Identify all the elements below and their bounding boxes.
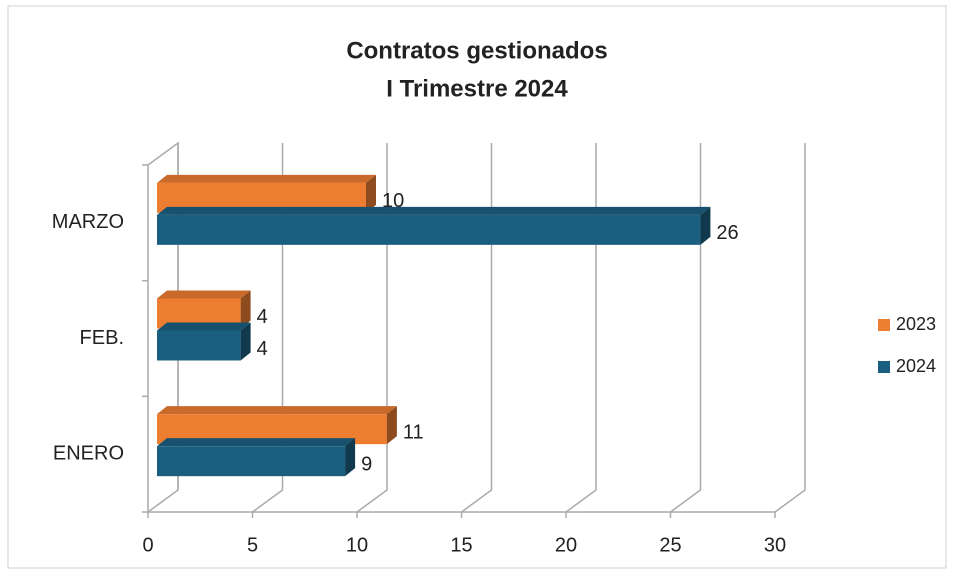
- bar-side: [240, 322, 251, 361]
- bar-top: [157, 406, 397, 415]
- x-tick-label: 15: [450, 534, 472, 556]
- bar-side: [345, 438, 356, 477]
- bar-top: [157, 438, 356, 447]
- bar-side: [240, 290, 251, 329]
- grid-line: [670, 143, 702, 513]
- y-tick-label: FEB.: [80, 327, 124, 349]
- x-tick-label: 20: [555, 534, 577, 556]
- legend-swatch: [878, 361, 890, 373]
- grid-line: [356, 143, 388, 513]
- bar-top: [157, 174, 376, 183]
- bar: [157, 446, 346, 477]
- data-label: 10: [382, 190, 404, 212]
- x-tick-label: 25: [659, 534, 681, 556]
- bar: [157, 330, 241, 361]
- chart-title: I Trimestre 2024: [386, 75, 568, 102]
- bar-top: [157, 206, 711, 215]
- grid-line: [461, 143, 493, 513]
- x-tick-label: 30: [764, 534, 786, 556]
- x-tick-label: 5: [247, 534, 258, 556]
- chart-title: Contratos gestionados: [346, 37, 607, 64]
- bar-side: [386, 406, 397, 445]
- y-tick-label: ENERO: [53, 442, 124, 464]
- bar-side: [700, 206, 711, 245]
- x-tick-label: 10: [346, 534, 368, 556]
- data-label: 11: [403, 421, 424, 443]
- bar-top: [157, 322, 251, 331]
- data-label: 26: [716, 222, 738, 244]
- data-label: 4: [257, 306, 268, 328]
- data-label: 9: [361, 453, 372, 475]
- x-tick-label: 0: [142, 534, 153, 556]
- grid-line: [252, 143, 284, 513]
- grid-line: [565, 143, 597, 513]
- legend-swatch: [878, 319, 890, 331]
- bar-side: [366, 174, 376, 213]
- legend-label: 2024: [896, 356, 936, 376]
- grid-line: [147, 143, 179, 513]
- bar: [157, 214, 701, 245]
- data-label: 4: [257, 338, 268, 360]
- bar-top: [157, 290, 251, 299]
- y-tick-label: MARZO: [52, 211, 124, 233]
- legend-label: 2023: [896, 314, 936, 334]
- grid-line: [774, 143, 806, 513]
